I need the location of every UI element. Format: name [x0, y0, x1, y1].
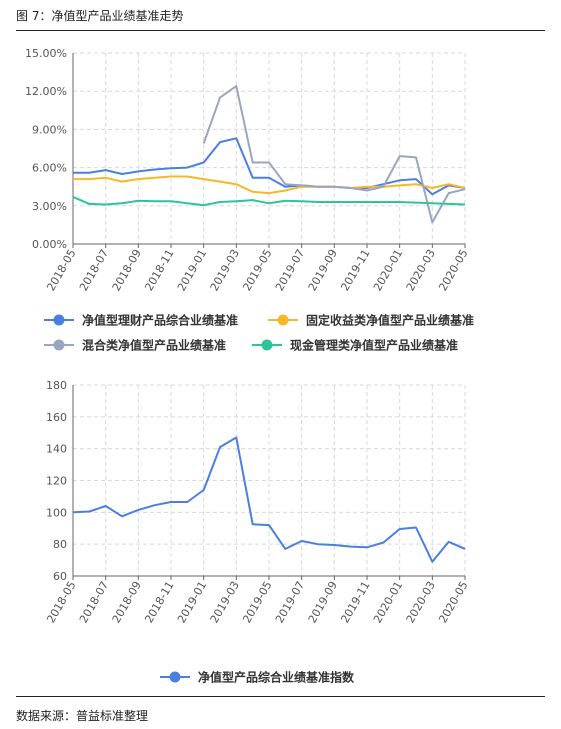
- source-note: 数据来源：普益标准整理: [16, 709, 149, 723]
- legend-swatch-marker: [53, 314, 65, 326]
- series-line-2: [202, 85, 466, 224]
- x-tick-label: 2020-03: [404, 579, 438, 625]
- x-tick-label: 2020-05: [436, 247, 470, 293]
- legend-label: 现金管理类净值型产品业绩基准: [290, 338, 458, 353]
- y-tick-label: 180: [46, 379, 67, 392]
- x-tick-label: 2019-01: [175, 579, 209, 625]
- x-tick-label: 2019-03: [208, 247, 242, 293]
- figure-title: 图 7：净值型产品业绩基准走势: [16, 9, 184, 23]
- x-tick-label: 2019-01: [175, 247, 209, 293]
- legend-swatch-marker: [169, 671, 181, 683]
- x-tick-label: 2019-09: [306, 579, 340, 625]
- y-tick-label: 0.00%: [32, 238, 67, 251]
- x-tick-label: 2018-11: [142, 579, 176, 625]
- x-tick-label: 2019-09: [306, 247, 340, 293]
- x-tick-label: 2018-05: [44, 579, 78, 625]
- legend-swatch-marker: [261, 339, 273, 351]
- series-line-0: [73, 137, 466, 196]
- x-tick-label: 2020-01: [371, 247, 405, 293]
- legend-label: 净值型理财产品综合业绩基准: [82, 313, 238, 328]
- series-line-0: [72, 436, 466, 563]
- series-line-1: [73, 175, 466, 195]
- y-tick-label: 120: [46, 475, 67, 488]
- x-tick-label: 2019-03: [208, 579, 242, 625]
- x-tick-label: 2018-07: [77, 579, 111, 625]
- y-tick-label: 9.00%: [32, 123, 67, 136]
- legend-label: 混合类净值型产品业绩基准: [82, 338, 226, 353]
- legend-label: 净值型产品综合业绩基准指数: [198, 670, 355, 685]
- legend-swatch-marker: [277, 314, 289, 326]
- top-rule: [16, 30, 545, 31]
- chart-benchmark-index: 60 80 100 120 140 160 180 2018-052018-072018-09…: [44, 379, 470, 685]
- x-tick-label: 2018-11: [142, 247, 176, 293]
- x-tick-label: 2019-11: [338, 247, 372, 293]
- bottom-rule: [16, 696, 545, 697]
- chart-benchmark-rates: 0.00%3.00%6.00%9.00%12.00%15.00%2018-052…: [25, 47, 474, 353]
- x-tick-label: 2018-07: [77, 247, 111, 293]
- x-tick-label: 2020-03: [404, 247, 438, 293]
- x-tick-label: 2018-09: [110, 579, 144, 625]
- x-tick-label: 2019-05: [240, 579, 274, 625]
- legend-label: 固定收益类净值型产品业绩基准: [306, 313, 474, 328]
- x-tick-label: 2018-09: [110, 247, 144, 293]
- y-tick-label: 12.00%: [25, 85, 67, 98]
- x-tick-label: 2019-07: [273, 579, 307, 625]
- y-tick-label: 6.00%: [32, 162, 67, 175]
- legend-swatch-marker: [53, 339, 65, 351]
- y-tick-label: 160: [46, 411, 67, 424]
- x-tick-label: 2018-05: [44, 247, 78, 293]
- y-tick-label: 60: [53, 570, 67, 583]
- y-tick-label: 100: [46, 506, 67, 519]
- x-tick-label: 2020-05: [436, 579, 470, 625]
- y-tick-label: 80: [53, 538, 67, 551]
- y-tick-label: 3.00%: [32, 200, 67, 213]
- x-tick-label: 2019-07: [273, 247, 307, 293]
- series-line-3: [72, 195, 466, 207]
- x-tick-label: 2019-11: [338, 579, 372, 625]
- x-tick-label: 2019-05: [240, 247, 274, 293]
- x-tick-label: 2020-01: [371, 579, 405, 625]
- y-tick-label: 140: [46, 443, 67, 456]
- y-tick-label: 15.00%: [25, 47, 67, 60]
